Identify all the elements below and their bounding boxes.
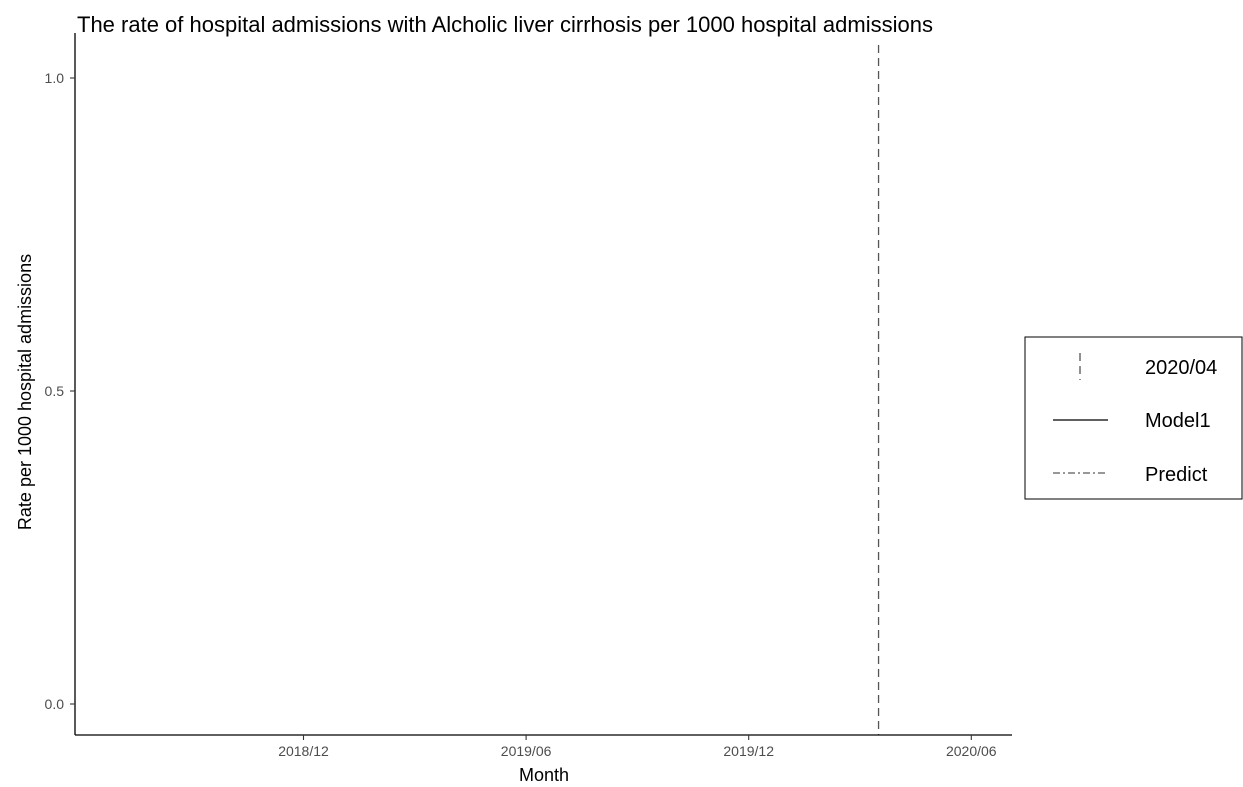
legend-label-reference: 2020/04 <box>1145 357 1217 379</box>
chart-title: The rate of hospital admissions with Alc… <box>77 12 933 37</box>
plot-area <box>877 45 880 735</box>
y-tick-label: 0.5 <box>45 383 65 399</box>
x-tick-label: 2018/12 <box>278 743 329 759</box>
x-tick-label: 2020/06 <box>946 743 997 759</box>
x-tick-label: 2019/12 <box>723 743 774 759</box>
y-axis-title: Rate per 1000 hospital admissions <box>15 254 35 530</box>
x-tick-label: 2019/06 <box>501 743 552 759</box>
y-tick-label: 1.0 <box>45 70 65 86</box>
legend-box <box>1024 336 1243 500</box>
legend: 2020/04 Model1 Predict <box>1024 336 1243 500</box>
legend-label-model1: Model1 <box>1145 410 1211 432</box>
legend-label-predict: Predict <box>1145 464 1208 486</box>
x-axis-title: Month <box>519 765 569 785</box>
y-tick-label: 0.0 <box>45 696 65 712</box>
